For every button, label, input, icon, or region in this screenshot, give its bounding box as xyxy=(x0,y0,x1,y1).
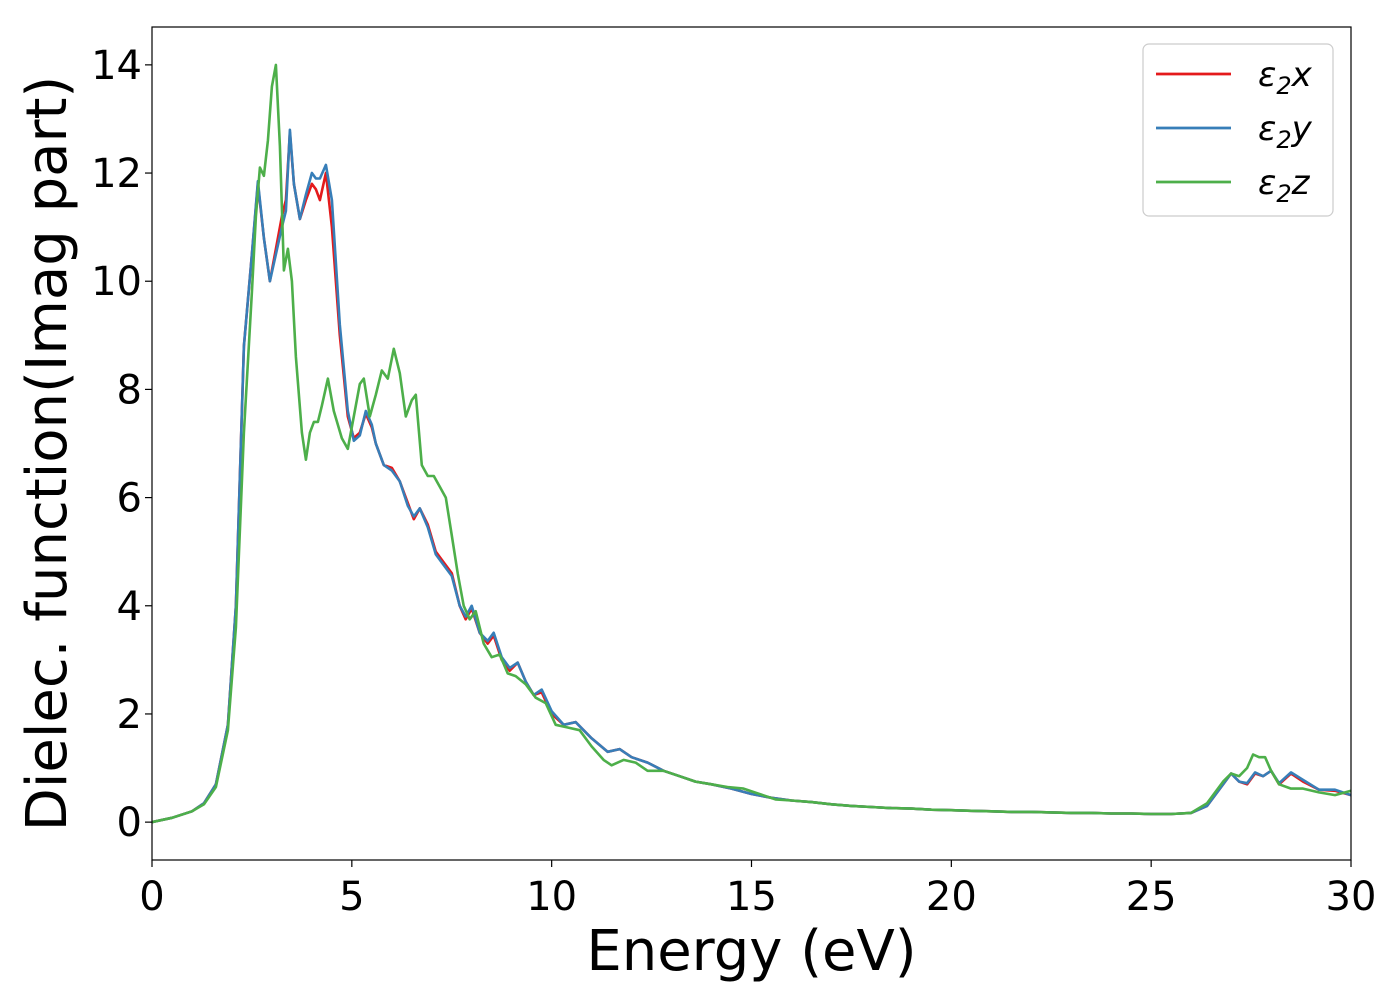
legend-item-z: ε2z xyxy=(1156,163,1311,208)
y-tick-label: 12 xyxy=(91,151,142,197)
series-line-z xyxy=(152,63,1351,824)
x-tick-label: 20 xyxy=(926,874,977,920)
y-axis: 0 2 4 6 8 10 12 14 xyxy=(91,43,152,846)
y-tick-label: 8 xyxy=(117,367,142,413)
y-axis-title: Dielec. function(Imag part) xyxy=(15,76,80,832)
legend-item-y: ε2y xyxy=(1156,109,1313,154)
y-tick-label: 4 xyxy=(117,584,142,630)
x-tick-label: 25 xyxy=(1126,874,1177,920)
legend-label: ε2x xyxy=(1258,55,1313,100)
x-axis-title: Energy (eV) xyxy=(586,919,916,984)
x-tick-label: 10 xyxy=(526,874,577,920)
y-tick-label: 10 xyxy=(91,259,142,305)
legend-item-x: ε2x xyxy=(1156,55,1313,100)
y-tick-label: 6 xyxy=(117,476,142,522)
legend-label: ε2y xyxy=(1258,109,1313,154)
legend: ε2x ε2y ε2z xyxy=(1142,43,1334,217)
x-tick-label: 30 xyxy=(1326,874,1377,920)
legend-label: ε2z xyxy=(1258,163,1311,208)
x-axis: 0 5 10 15 20 25 30 xyxy=(139,860,1376,920)
y-tick-label: 14 xyxy=(91,43,142,89)
x-tick-label: 5 xyxy=(339,874,364,920)
y-tick-label: 0 xyxy=(117,800,142,846)
legend-box xyxy=(1142,43,1334,217)
x-tick-label: 15 xyxy=(726,874,777,920)
x-tick-label: 0 xyxy=(139,874,164,920)
y-tick-label: 2 xyxy=(117,692,142,738)
series-layer xyxy=(152,63,1351,824)
